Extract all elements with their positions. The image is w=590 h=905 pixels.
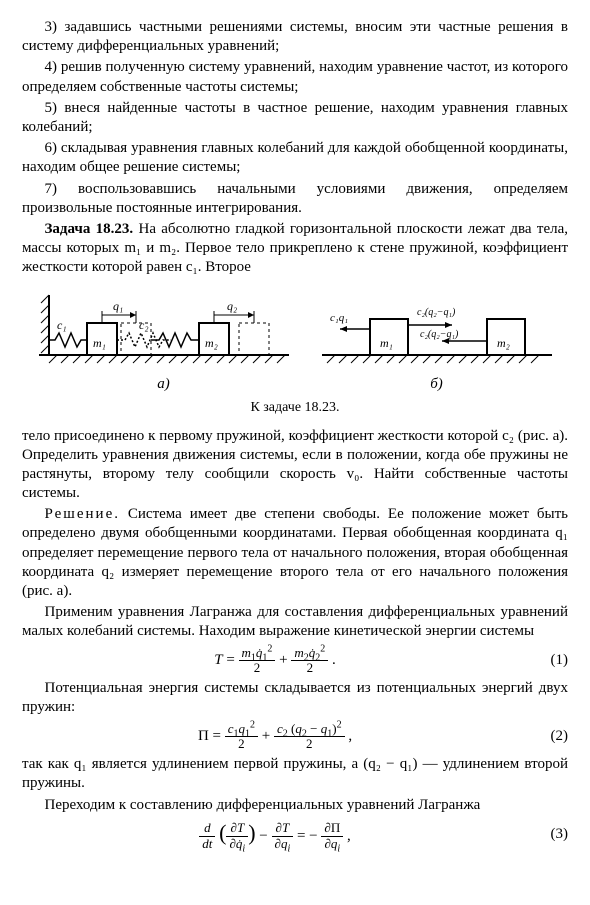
- solution-label: Решение.: [45, 506, 120, 522]
- eq-num-1: (1): [528, 651, 568, 670]
- solution-p1: Решение. Система имеет две степени свобо…: [22, 505, 568, 601]
- equation-2: П = c1q122 + c2 (q2 − q1)22 , (2): [22, 722, 568, 752]
- svg-text:q₂: q₂: [227, 299, 237, 313]
- equation-1: T = m1q̇122 + m2q̇222 . (1): [22, 646, 568, 676]
- solution-p4: так как q₁ является удлинением первой пр…: [22, 755, 568, 793]
- solution-p5: Переходим к составлению дифференциальных…: [22, 796, 568, 815]
- figure-caption: К задаче 18.23.: [22, 399, 568, 417]
- figure-b: m₁ m₂ c₁q₁ c₂(q₂−q₁) c₂(q₂−q₁) б): [322, 285, 552, 394]
- svg-text:c₂(q₂−q₁): c₂(q₂−q₁): [417, 307, 456, 318]
- eq-num-3: (3): [528, 825, 568, 844]
- list-item-5: 5) внеся найденные частоты в частное реш…: [22, 99, 568, 137]
- task-label: Задача 18.23.: [45, 221, 134, 237]
- figure-a: c₁ m₁ q₁ c₂ m₂ q₂: [39, 285, 289, 394]
- figure-b-label: б): [322, 375, 552, 394]
- svg-text:c₂: c₂: [139, 318, 149, 332]
- eq-num-2: (2): [528, 727, 568, 746]
- svg-text:m₂: m₂: [497, 336, 510, 350]
- task-paragraph: Задача 18.23. На абсолютно гладкой гориз…: [22, 220, 568, 278]
- figure-row: c₁ m₁ q₁ c₂ m₂ q₂: [22, 285, 568, 394]
- figure-a-label: а): [39, 375, 289, 394]
- task-text-after: тело присоединено к первому пружиной, ко…: [22, 427, 568, 504]
- list-item-6: 6) складывая уравнения главных колебаний…: [22, 139, 568, 177]
- solution-p2: Применим уравнения Лагранжа для составле…: [22, 603, 568, 641]
- svg-text:c₁q₁: c₁q₁: [330, 312, 348, 324]
- list-item-3: 3) задавшись частными решениями системы,…: [22, 18, 568, 56]
- svg-text:q₁: q₁: [113, 299, 123, 313]
- svg-text:c₁: c₁: [57, 318, 67, 332]
- svg-text:m₁: m₁: [93, 336, 106, 350]
- equation-3: ddt (∂T∂q̇i) − ∂T∂qi = − ∂П∂qi , (3): [22, 819, 568, 851]
- solution-p3: Потенциальная энергия системы складывает…: [22, 679, 568, 717]
- svg-text:c₂(q₂−q₁): c₂(q₂−q₁): [420, 329, 459, 340]
- list-item-4: 4) решив полученную систему уравнений, н…: [22, 58, 568, 96]
- svg-text:m₂: m₂: [205, 336, 218, 350]
- svg-text:m₁: m₁: [380, 336, 393, 350]
- list-item-7: 7) воспользовавшись начальными условиями…: [22, 180, 568, 218]
